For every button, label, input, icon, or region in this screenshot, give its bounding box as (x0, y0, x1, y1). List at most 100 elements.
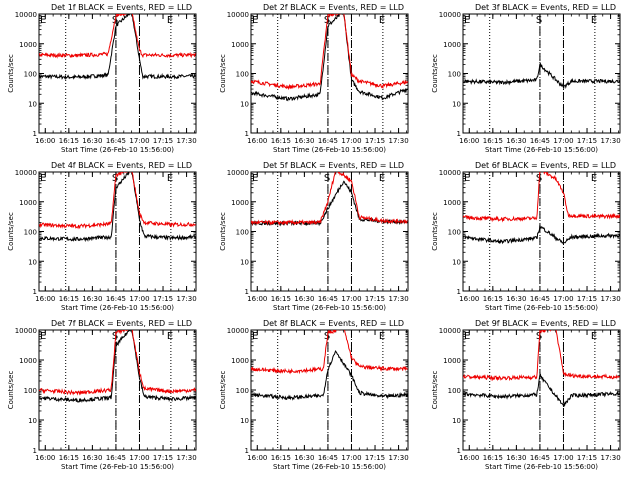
series-line-lld (251, 14, 408, 91)
x-tick-label: 17:30 (176, 137, 196, 145)
x-tick-label: 16:45 (106, 454, 126, 462)
series-line-lld (251, 172, 408, 226)
y-tick-label: 10000 (439, 11, 461, 19)
chart-title: Det 9f BLACK = Events, RED = LLD (475, 319, 616, 328)
chart-panel-7: Det 7f BLACK = Events, RED = LLD 1 10 100 10… (7, 319, 197, 471)
x-tick-label: 16:00 (459, 137, 479, 145)
x-tick-label: 16:00 (459, 295, 479, 303)
x-tick-label: 16:45 (530, 137, 550, 145)
y-tick-label: 1000 (443, 41, 461, 49)
series-line-events (463, 62, 620, 90)
marker-label-end: E (379, 173, 385, 184)
y-tick-label: 10 (28, 100, 37, 108)
chart-title: Det 4f BLACK = Events, RED = LLD (51, 161, 192, 170)
y-tick-label: 10000 (227, 169, 249, 177)
series-line-events (251, 180, 408, 227)
x-tick-label: 16:00 (459, 454, 479, 462)
x-tick-label: 16:30 (82, 137, 102, 145)
series-line-events (39, 330, 196, 403)
plot-frame (462, 329, 621, 451)
y-axis-label: Counts/sec (7, 212, 15, 251)
x-tick-label: 16:45 (318, 137, 338, 145)
x-axis-label: Start Time (26-Feb-10 15:56:00) (61, 304, 174, 312)
y-axis-label: Counts/sec (7, 54, 15, 93)
plot-frame (38, 13, 197, 134)
y-tick-label: 1000 (19, 41, 37, 49)
chart-title: Det 6f BLACK = Events, RED = LLD (475, 161, 616, 170)
y-tick-label: 1 (245, 130, 249, 138)
y-tick-label: 1 (245, 447, 249, 455)
x-tick-label: 16:30 (506, 454, 526, 462)
x-tick-label: 17:00 (341, 295, 361, 303)
y-tick-label: 10000 (227, 327, 249, 335)
y-tick-label: 100 (448, 387, 461, 395)
y-tick-label: 10 (28, 417, 37, 425)
x-tick-label: 16:15 (271, 295, 291, 303)
x-axis-label: Start Time (26-Feb-10 15:56:00) (273, 463, 386, 471)
x-axis-label: Start Time (26-Feb-10 15:56:00) (273, 146, 386, 154)
y-axis-label: Counts/sec (219, 54, 227, 93)
y-tick-label: 1000 (19, 199, 37, 207)
x-tick-label: 16:30 (506, 295, 526, 303)
x-tick-label: 16:00 (35, 137, 55, 145)
series-line-events (251, 350, 408, 401)
x-axis-label: Start Time (26-Feb-10 15:56:00) (61, 463, 174, 471)
y-tick-label: 1 (33, 130, 37, 138)
chart-panel-8: Det 8f BLACK = Events, RED = LLD 1 10 100 10… (219, 319, 409, 471)
plot-frame (462, 13, 621, 134)
x-tick-label: 17:15 (577, 295, 597, 303)
x-tick-label: 17:15 (153, 454, 173, 462)
marker-label-end: E (591, 15, 597, 26)
x-tick-label: 17:30 (388, 137, 408, 145)
series-line-lld (39, 330, 196, 396)
plot-frame (250, 171, 409, 292)
y-tick-label: 1 (457, 288, 461, 296)
x-tick-label: 17:00 (129, 454, 149, 462)
x-tick-label: 16:45 (318, 295, 338, 303)
marker-label-edge: E (464, 173, 470, 184)
x-tick-label: 16:15 (483, 295, 503, 303)
marker-label-start: S (536, 15, 542, 26)
x-tick-label: 16:30 (294, 454, 314, 462)
chart-title: Det 2f BLACK = Events, RED = LLD (263, 3, 404, 12)
chart-title: Det 8f BLACK = Events, RED = LLD (263, 319, 404, 328)
y-tick-label: 1 (33, 447, 37, 455)
y-tick-label: 1000 (231, 357, 249, 365)
y-axis-label: Counts/sec (7, 371, 15, 410)
chart-panel-5: Det 5f BLACK = Events, RED = LLD 1 10 100 10… (219, 161, 409, 312)
x-tick-label: 16:00 (35, 454, 55, 462)
y-axis-label: Counts/sec (219, 371, 227, 410)
x-tick-label: 16:30 (294, 295, 314, 303)
series-line-lld (463, 330, 620, 382)
x-tick-label: 16:15 (271, 137, 291, 145)
plot-frame (250, 329, 409, 451)
x-tick-label: 17:15 (153, 295, 173, 303)
y-tick-label: 10 (28, 258, 37, 266)
y-tick-label: 1000 (231, 199, 249, 207)
x-tick-label: 17:15 (365, 295, 385, 303)
x-tick-label: 16:30 (506, 137, 526, 145)
x-tick-label: 17:00 (553, 454, 573, 462)
y-tick-label: 10 (452, 258, 461, 266)
series-line-lld (39, 172, 196, 230)
chart-panel-1: Det 1f BLACK = Events, RED = LLD 1 10 100 10… (7, 3, 197, 154)
x-tick-label: 16:15 (271, 454, 291, 462)
y-tick-label: 10000 (15, 327, 37, 335)
y-tick-label: 10 (240, 417, 249, 425)
x-axis-label: Start Time (26-Feb-10 15:56:00) (485, 146, 598, 154)
marker-label-end: E (167, 15, 173, 26)
x-tick-label: 16:45 (106, 295, 126, 303)
x-axis-label: Start Time (26-Feb-10 15:56:00) (485, 463, 598, 471)
y-tick-label: 1000 (19, 357, 37, 365)
marker-label-end: E (591, 331, 597, 342)
marker-label-edge: E (40, 331, 46, 342)
x-tick-label: 16:30 (82, 454, 102, 462)
x-tick-label: 16:15 (59, 454, 79, 462)
x-tick-label: 16:00 (247, 295, 267, 303)
chart-panel-3: Det 3f BLACK = Events, RED = LLD 1 10 100 10… (431, 3, 621, 154)
chart-panel-9: Det 9f BLACK = Events, RED = LLD 1 10 100 10… (431, 319, 621, 471)
x-tick-label: 16:45 (530, 454, 550, 462)
series-line-events (463, 373, 620, 407)
series-line-events (39, 14, 196, 81)
y-tick-label: 100 (236, 387, 249, 395)
